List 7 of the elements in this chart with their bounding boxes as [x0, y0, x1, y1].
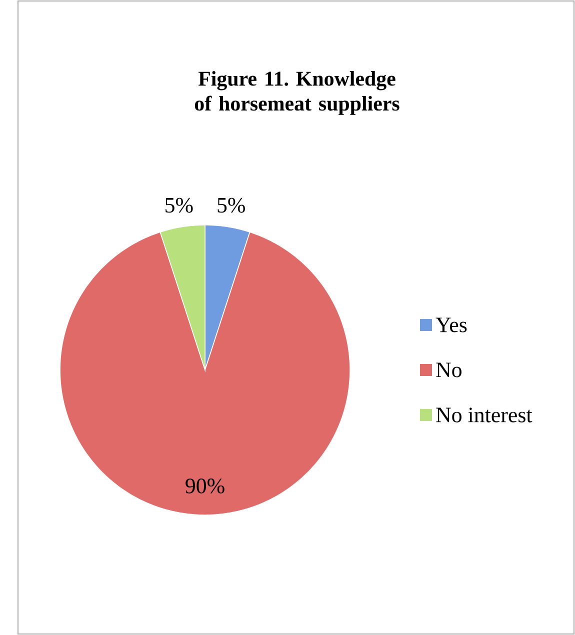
data-label: 5%: [218, 198, 245, 213]
data-label: 90%: [186, 478, 224, 494]
legend-label: No interest: [436, 408, 532, 422]
data-label: 5%: [166, 198, 193, 213]
legend-label: Yes: [436, 318, 467, 332]
chart-title: Figure 11. Knowledge of horsemeat suppliers: [194, 71, 400, 115]
legend-label: No: [436, 362, 462, 378]
